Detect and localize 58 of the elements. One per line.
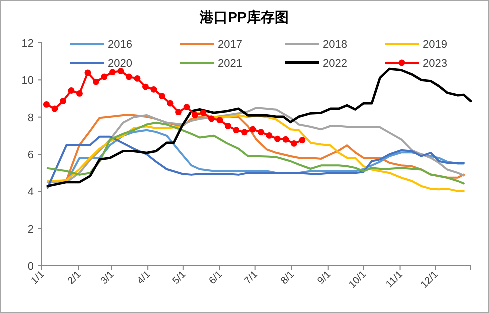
point xyxy=(76,90,83,97)
y-tick-label: 12 xyxy=(22,38,34,50)
point xyxy=(93,78,100,86)
legend-label: 2021 xyxy=(218,58,242,70)
y-tick-label: 8 xyxy=(28,112,34,124)
point xyxy=(159,93,166,100)
point xyxy=(242,129,248,136)
point xyxy=(216,117,224,124)
x-tick-label: 11/1 xyxy=(384,269,406,290)
x-tick-label: 5/1 xyxy=(170,269,189,287)
legend-label: 2023 xyxy=(423,58,448,70)
point xyxy=(68,88,75,94)
point xyxy=(299,137,306,144)
point xyxy=(134,75,141,82)
y-tick-label: 6 xyxy=(28,150,34,162)
x-tick-label: 12/1 xyxy=(419,269,442,291)
legend-label: 2022 xyxy=(323,58,348,70)
point xyxy=(60,98,66,105)
legend-label: 2016 xyxy=(108,39,132,51)
legend-label: 2019 xyxy=(423,39,448,51)
point xyxy=(250,126,256,133)
point xyxy=(167,100,174,107)
point xyxy=(44,101,50,108)
point xyxy=(291,140,298,147)
legend-label: 2018 xyxy=(323,39,348,51)
x-tick-label: 3/1 xyxy=(99,269,117,287)
point xyxy=(118,68,124,74)
chart-title: 港口PP库存图 xyxy=(199,9,289,25)
legend-label: 2020 xyxy=(108,58,132,70)
point xyxy=(258,129,264,136)
point xyxy=(126,74,132,80)
point xyxy=(200,110,207,116)
point xyxy=(110,69,116,76)
x-tick-label: 7/1 xyxy=(242,269,261,287)
point xyxy=(233,127,240,134)
legend-label: 2017 xyxy=(218,39,242,51)
point xyxy=(274,136,281,142)
point xyxy=(176,109,182,116)
x-tick-label: 2/1 xyxy=(66,269,84,287)
x-tick-label: 9/1 xyxy=(316,269,334,287)
point xyxy=(150,86,158,93)
point xyxy=(282,136,290,143)
x-tick-label: 6/1 xyxy=(207,269,226,287)
y-tick-label: 4 xyxy=(28,186,34,199)
point xyxy=(142,84,149,90)
point xyxy=(84,70,92,76)
point xyxy=(225,123,232,130)
point xyxy=(52,106,58,112)
x-tick-label: 4/1 xyxy=(136,269,154,287)
point xyxy=(101,74,108,80)
point xyxy=(266,132,273,139)
x-tick-label: 8/1 xyxy=(279,269,298,287)
point xyxy=(192,112,198,118)
point xyxy=(208,116,215,122)
y-tick-label: 10 xyxy=(22,75,34,88)
y-tick-label: 2 xyxy=(28,224,34,236)
x-tick-label: 10/1 xyxy=(347,269,370,291)
point xyxy=(184,104,190,110)
